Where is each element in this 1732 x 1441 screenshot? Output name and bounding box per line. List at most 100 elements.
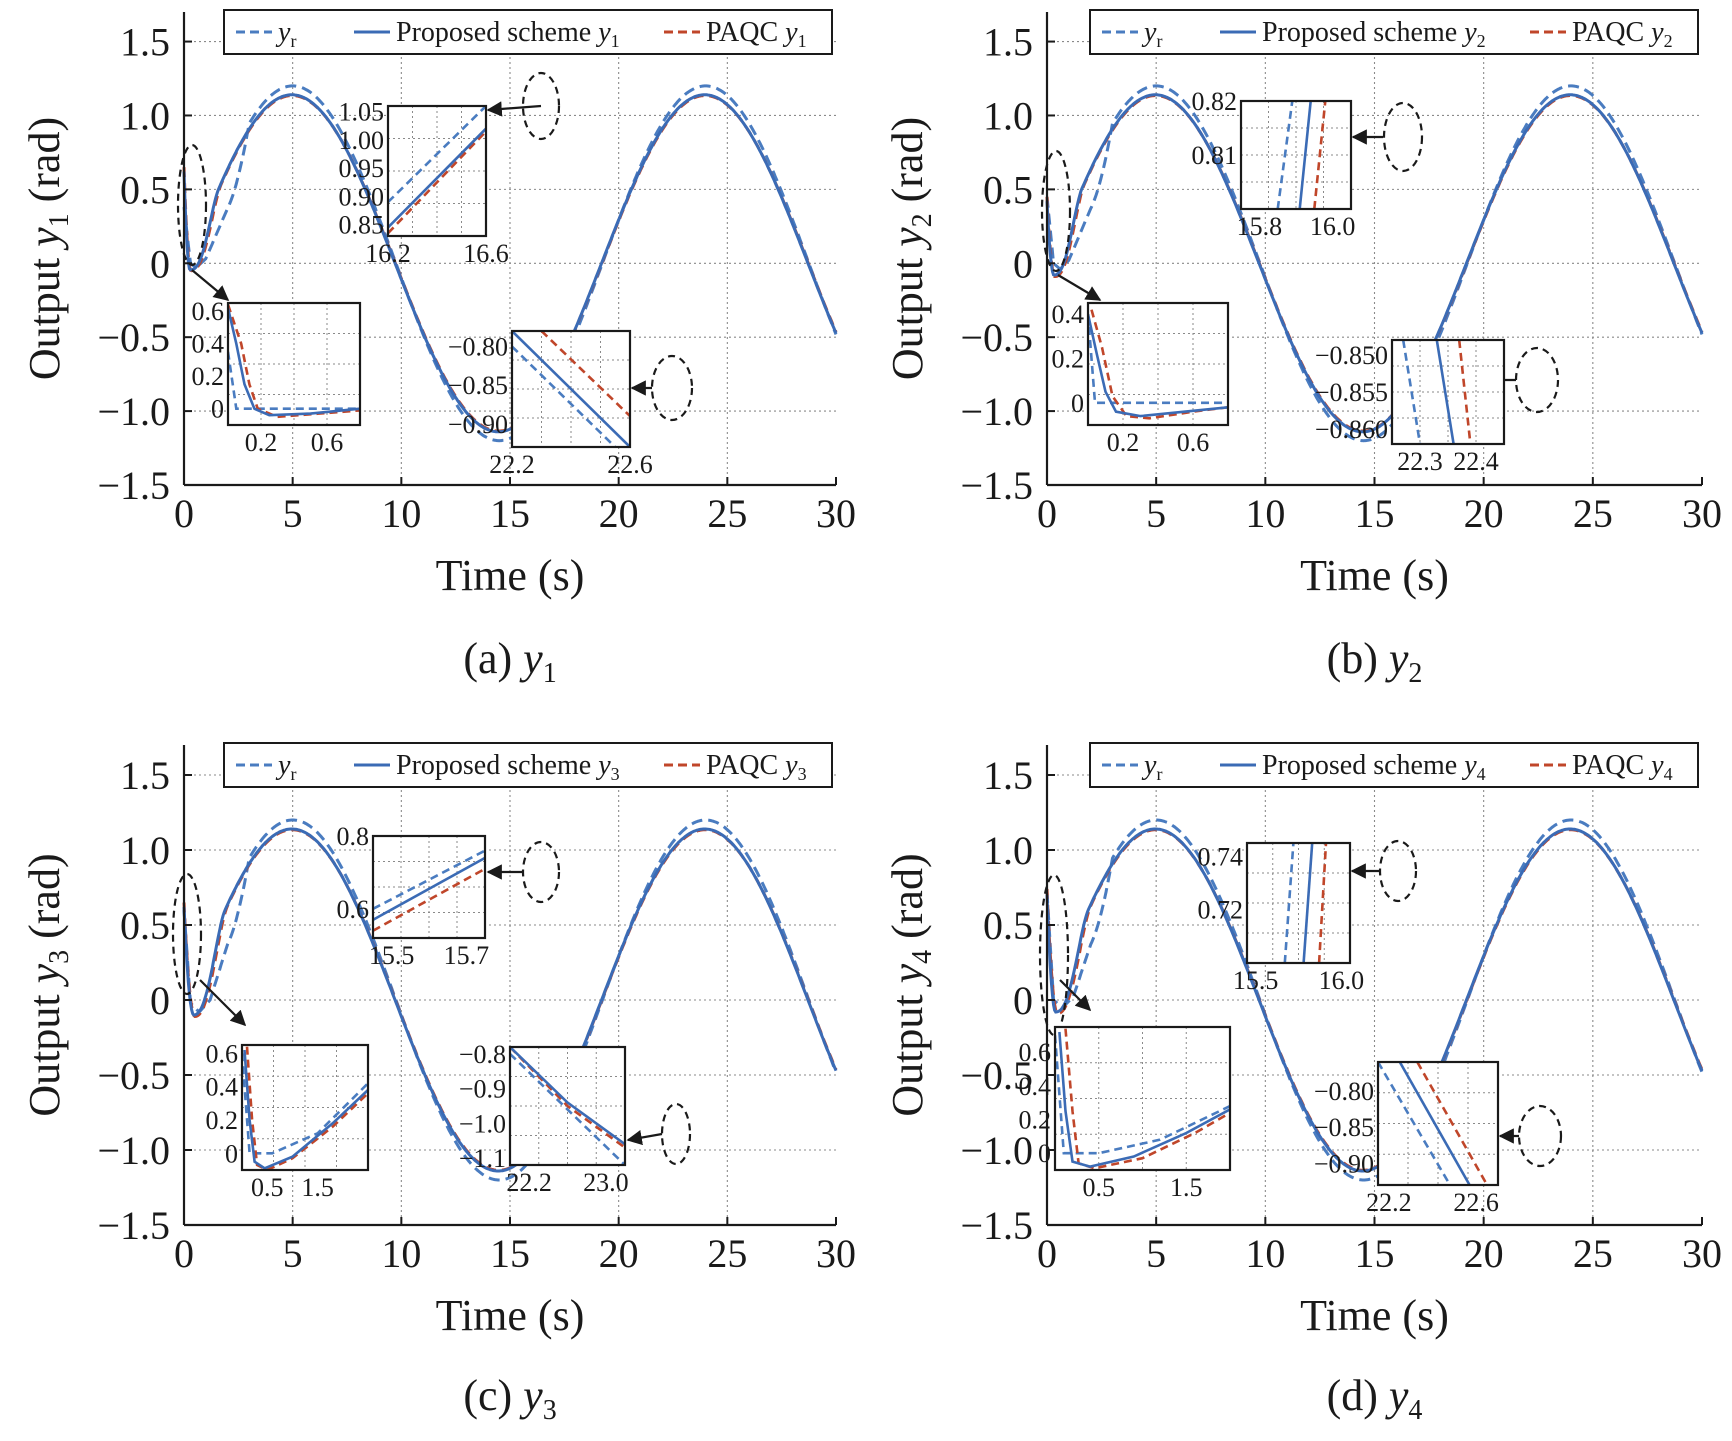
inset-y-tick-label: 1.00	[339, 126, 385, 155]
x-tick-label: 0	[1037, 1231, 1057, 1276]
inset-y-tick-label: 0	[211, 395, 224, 424]
inset-frame	[1390, 338, 1506, 446]
y-tick-label: −0.5	[97, 315, 170, 360]
inset-series	[1378, 1062, 1489, 1185]
inset-x-tick-label: 22.2	[506, 1168, 552, 1197]
x-tick-label: 5	[283, 491, 303, 536]
y-tick-label: −1.5	[960, 1203, 1033, 1248]
inset-x-tick-label: 15.5	[369, 941, 415, 970]
x-tick-label: 20	[599, 1231, 639, 1276]
inset-y-tick-label: 0.85	[339, 211, 385, 240]
inset-series	[1276, 101, 1327, 209]
inset-y-tick-label: 0.6	[206, 1039, 239, 1068]
zoom-region-ellipse	[1517, 1104, 1563, 1168]
inset-grid	[1392, 340, 1504, 444]
inset-peak: 16.2 16.6 0.850.900.951.001.05	[339, 98, 509, 268]
inset-series	[1283, 843, 1328, 963]
inset-x-tick-label: 16.6	[463, 239, 509, 268]
inset-y-tick-label: 0.6	[337, 895, 370, 924]
legend-label: PAQC y3	[706, 750, 807, 784]
inset-trough: 22.3 22.4 −0.850 −0.855 −0.860	[1315, 338, 1506, 476]
inset-y-tick-label: 0.72	[1198, 896, 1244, 925]
y-tick-label: 0.5	[120, 903, 170, 948]
inset-reference-line	[1055, 1035, 1230, 1155]
inset-peak: 15.5 15.7 0.6 0.8	[337, 822, 490, 970]
inset-peak: 15.8 16.0 0.81 0.82	[1192, 87, 1356, 241]
zoom-region-ellipse	[1040, 149, 1072, 273]
zoom-region-ellipse	[660, 1102, 692, 1166]
x-tick-label: 10	[381, 491, 421, 536]
inset-paqc-line	[1457, 340, 1472, 444]
inset-paqc-line	[1317, 843, 1328, 963]
series-proposed-line	[1045, 827, 1704, 1173]
y-tick-label: −0.5	[97, 1053, 170, 1098]
y-axis-label-var: y	[20, 227, 69, 251]
inset-proposed-line	[1058, 1031, 1230, 1168]
legend-label-sub: r	[1156, 764, 1162, 784]
inset-grid	[1088, 303, 1228, 425]
inset-frame	[226, 301, 362, 427]
series-reference-line	[182, 84, 838, 443]
inset-paqc-line	[388, 130, 486, 235]
inset-y-tick-label: 0.6	[192, 297, 225, 326]
inset-x-tick-label: 15.7	[444, 941, 490, 970]
y-tick-label: 0	[150, 978, 170, 1023]
inset-frame	[510, 329, 632, 449]
legend-label-sub: 4	[1477, 764, 1486, 784]
x-tick-label: 10	[1245, 491, 1285, 536]
inset-reference-line	[512, 345, 617, 447]
x-tick-label: 20	[1464, 1231, 1504, 1276]
inset-reference-line	[228, 351, 360, 410]
callout-arrow	[626, 1130, 663, 1146]
inset-y-tick-label: −0.90	[1314, 1149, 1374, 1178]
inset-y-tick-label: 0.4	[1019, 1072, 1052, 1101]
x-axis-label: Time (s)	[1300, 1291, 1449, 1340]
inset-proposed-line	[228, 307, 360, 417]
grid	[1047, 12, 1702, 485]
legend-label-var: y	[1461, 750, 1477, 781]
legend-label-prefix: PAQC	[1572, 17, 1651, 48]
inset-reference-line	[1378, 1062, 1452, 1185]
x-tick-label: 0	[174, 491, 194, 536]
y-axis-label-suffix: (rad)	[20, 853, 69, 950]
inset-reference-line	[510, 1052, 625, 1165]
inset-proposed-line	[510, 1047, 625, 1146]
legend: yr Proposed scheme y2 PAQC y2	[1089, 9, 1699, 55]
y-axis-label-sub: 2	[907, 213, 938, 227]
inset-paqc-line	[1064, 1028, 1230, 1170]
legend-label-prefix: PAQC	[1572, 750, 1651, 781]
caption-var: y	[519, 1371, 543, 1420]
legend-label-sub: 1	[798, 31, 807, 51]
inset-y-tick-label: −1.0	[459, 1109, 506, 1138]
inset-frame	[508, 1045, 627, 1167]
inset-proposed-line	[1398, 1062, 1471, 1185]
inset-y-tick-label: 0.6	[1019, 1038, 1052, 1067]
x-tick-label: 25	[707, 1231, 747, 1276]
series-proposed-line	[182, 93, 838, 434]
legend-label-prefix: Proposed scheme	[396, 750, 598, 781]
legend-label: PAQC y4	[1572, 750, 1673, 784]
inset-x-tick-label: 1.5	[1170, 1173, 1203, 1202]
inset-x-tick-label: 22.6	[1453, 1188, 1499, 1217]
inset-y-tick-label: 0.82	[1192, 87, 1238, 116]
legend-label-var: y	[1141, 750, 1157, 781]
y-tick-label: −1.5	[960, 463, 1033, 508]
inset-x-tick-label: 16.2	[365, 239, 411, 268]
inset-frame	[371, 834, 487, 940]
y-tick-label: −1.5	[97, 1203, 170, 1248]
y-axis-label: Output y3 (rad)	[20, 853, 75, 1116]
caption-prefix: (b)	[1327, 634, 1389, 683]
inset-x-tick-label: 0.6	[311, 428, 344, 457]
legend-label-sub: 4	[1664, 764, 1673, 784]
legend-box	[1089, 9, 1699, 55]
y-tick-label: 0.5	[983, 903, 1033, 948]
inset-x-tick-label: 22.3	[1397, 447, 1443, 476]
inset-y-tick-label: −0.860	[1315, 415, 1388, 444]
legend-label-sub: r	[290, 31, 296, 51]
inset-proposed-line	[243, 1049, 368, 1170]
inset-y-tick-label: 0.2	[192, 362, 225, 391]
legend-label: yr	[1141, 750, 1162, 784]
x-tick-label: 15	[1355, 491, 1395, 536]
legend-label-prefix: Proposed scheme	[396, 17, 598, 48]
